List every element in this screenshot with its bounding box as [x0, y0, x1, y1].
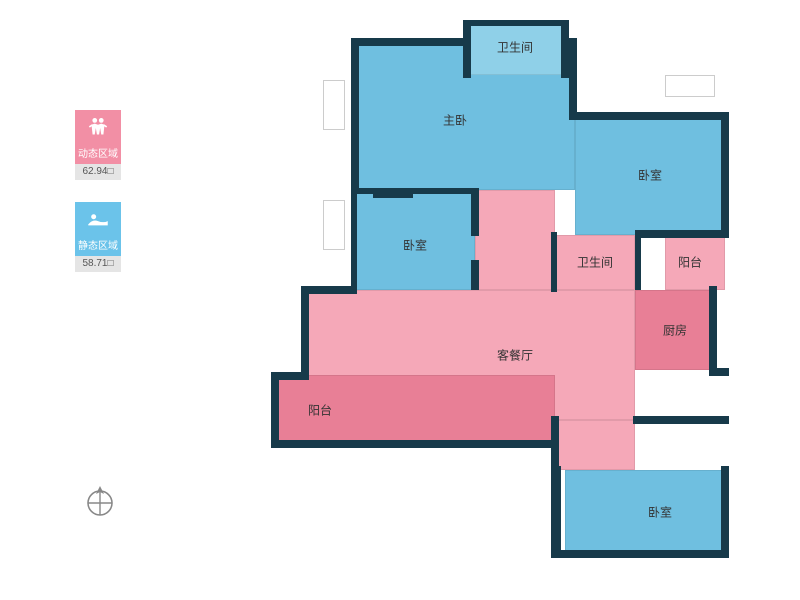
floor-plan: 主卧卫生间卧室卧室卫生间阳台厨房客餐厅阳台卧室 — [265, 20, 745, 580]
wall — [569, 38, 577, 118]
wall — [463, 20, 471, 78]
wall — [463, 20, 567, 26]
window-mark — [323, 80, 345, 130]
wall — [301, 286, 357, 294]
window-mark — [665, 75, 715, 97]
wall — [635, 230, 641, 290]
wall — [271, 440, 559, 448]
people-icon — [75, 110, 121, 146]
room-label-bath1: 卫生间 — [497, 39, 533, 56]
legend-item-dynamic: 动态区域 62.94□ — [75, 110, 125, 180]
sleep-icon — [75, 202, 121, 238]
wall — [633, 416, 729, 424]
legend-value-static: 58.71□ — [75, 256, 121, 272]
wall — [271, 372, 279, 448]
wall — [351, 38, 471, 46]
wall — [301, 286, 309, 378]
compass-icon — [85, 484, 115, 523]
window-mark — [323, 200, 345, 250]
wall — [551, 466, 561, 558]
room-label-kitchen: 厨房 — [663, 322, 687, 339]
wall — [551, 232, 557, 292]
legend-item-static: 静态区域 58.71□ — [75, 202, 125, 272]
wall — [351, 188, 357, 292]
room-living_upper — [475, 190, 555, 290]
room-label-bedroom_l: 卧室 — [403, 237, 427, 254]
wall — [373, 188, 413, 198]
room-label-balcony_sm: 阳台 — [678, 254, 702, 271]
wall — [713, 368, 729, 376]
room-label-balcony_l: 阳台 — [308, 402, 332, 419]
legend: 动态区域 62.94□ 静态区域 58.71□ — [75, 110, 125, 294]
wall — [471, 260, 479, 290]
room-label-bedroom_b: 卧室 — [648, 504, 672, 521]
wall — [721, 112, 729, 237]
wall — [471, 188, 479, 236]
legend-label-dynamic: 动态区域 — [75, 146, 121, 164]
wall — [551, 550, 729, 558]
wall — [351, 188, 479, 194]
room-bedroom_b — [565, 470, 725, 555]
room-label-bath2: 卫生间 — [577, 254, 613, 271]
legend-value-dynamic: 62.94□ — [75, 164, 121, 180]
wall — [561, 20, 569, 78]
room-living_ext — [555, 420, 635, 470]
wall — [351, 38, 359, 193]
wall — [721, 466, 729, 558]
room-label-living: 客餐厅 — [497, 347, 533, 364]
wall — [569, 112, 729, 120]
legend-label-static: 静态区域 — [75, 238, 121, 256]
wall — [709, 286, 717, 376]
room-label-master_bed: 主卧 — [443, 112, 467, 129]
wall — [635, 230, 729, 238]
room-label-bedroom_r: 卧室 — [638, 167, 662, 184]
